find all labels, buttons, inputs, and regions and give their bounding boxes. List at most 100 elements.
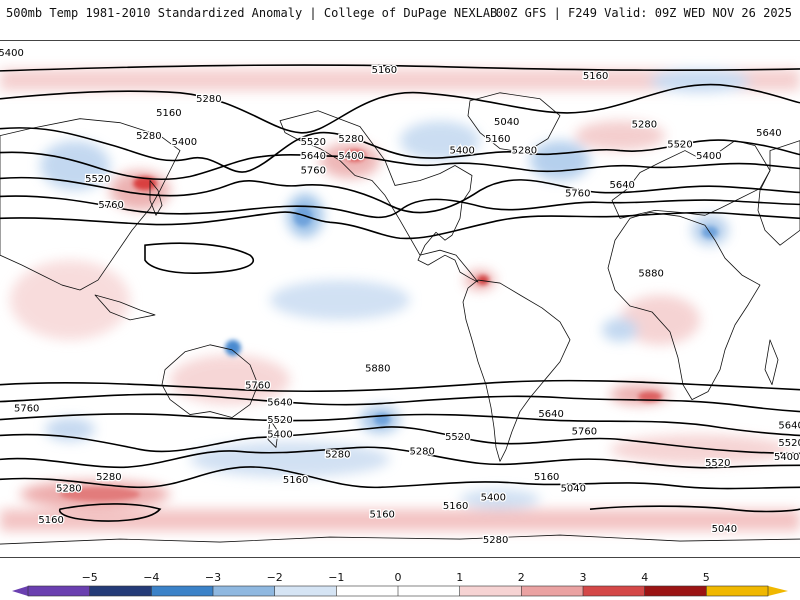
warm-anomaly-region (610, 434, 790, 465)
contour-label: 5640 (778, 421, 800, 432)
contour-line (0, 127, 800, 173)
contour-label: 5400 (449, 145, 474, 156)
colorbar-swatch (398, 586, 461, 596)
colorbar-tick-label: 0 (395, 571, 402, 584)
colorbar-tick-label: 1 (456, 571, 463, 584)
warm-anomaly-region (575, 120, 665, 151)
contour-label: 5280 (56, 484, 81, 495)
cold-anomaly-region (190, 441, 390, 478)
coastline-antarctica (0, 534, 800, 545)
strong-warm-core (477, 275, 489, 286)
contour-label: 5280 (325, 449, 350, 460)
contour-label: 5760 (572, 426, 597, 437)
contour-label: 5760 (565, 188, 590, 199)
contour-label: 5280 (338, 134, 363, 145)
strong-anomaly-cores (60, 149, 718, 502)
contour-label: 5400 (338, 151, 363, 162)
height-contours (0, 64, 800, 522)
colorbar-tick-label: 5 (703, 571, 710, 584)
contour-line (0, 211, 800, 240)
contour-label: 5160 (583, 71, 608, 82)
coastline-madagascar (764, 339, 779, 386)
coastline-asia-east (0, 118, 181, 291)
contour-label: 5160 (283, 475, 308, 486)
global-anomaly-map: 5400 5160 5160 5040 5160 5280 5400 5280 5520 5400… (0, 40, 800, 558)
contour-label: 5160 (369, 509, 394, 520)
contour-label: 5280 (136, 131, 161, 142)
colorbar-tick-label: −2 (267, 571, 283, 584)
contour-line (0, 379, 800, 393)
contour-label: 5160 (372, 65, 397, 76)
colorbar-swatch (151, 586, 214, 596)
warm-anomaly-region (620, 295, 700, 345)
cold-anomaly-region (460, 489, 540, 510)
contour-line (0, 393, 800, 413)
colorbar-tick-label: −1 (328, 571, 344, 584)
contour-label: 5280 (196, 94, 221, 105)
contour-label: 5160 (534, 472, 559, 483)
contour-label: 5280 (409, 446, 434, 457)
colorbar-swatch (706, 586, 769, 596)
warm-anomaly-region (10, 260, 130, 340)
colorbar-max-arrow (768, 586, 788, 596)
warm-anomaly-region (0, 509, 800, 532)
colorbar-swatch (459, 586, 522, 596)
contour-label: 5040 (712, 524, 737, 535)
anomaly-colorbar: −5 −4 −3 −2 −1 0 1 2 3 4 5 (12, 571, 788, 597)
contour-label: 5640 (267, 398, 292, 409)
contour-label: 5160 (38, 515, 63, 526)
strong-warm-core (133, 176, 157, 191)
colorbar-tick-label: −5 (82, 571, 98, 584)
contour-label: 5520 (267, 415, 292, 426)
contour-label: 5760 (98, 200, 123, 211)
colorbar-swatch (336, 586, 399, 596)
contour-label: 5640 (609, 180, 634, 191)
cold-anomaly-region (650, 68, 750, 93)
coastline-new-zealand (267, 419, 279, 448)
contour-label: 5400 (172, 137, 197, 148)
contour-label: 5400 (481, 492, 506, 503)
cold-anomaly-region (400, 120, 480, 161)
contour-line (0, 64, 800, 72)
colorbar-swatch (644, 586, 707, 596)
contour-label: 5520 (85, 174, 110, 185)
coastline-greenland (467, 92, 561, 153)
contour-label: 5160 (156, 108, 181, 119)
contour-label: 5160 (485, 134, 510, 145)
contour-line (0, 195, 800, 219)
colorbar-tick-label: 2 (518, 571, 525, 584)
contour-label: 5040 (494, 117, 519, 128)
contour-label: 5520 (445, 432, 470, 443)
warm-anomaly-region (170, 354, 290, 405)
strong-cold-core (225, 339, 241, 356)
contour-line (0, 446, 800, 469)
strong-warm-core (345, 149, 365, 162)
contour-label: 5640 (301, 151, 326, 162)
colorbar-tick-label: 3 (580, 571, 587, 584)
warm-anomaly-region (0, 68, 800, 91)
contour-label: 5400 (0, 48, 24, 59)
colorbar-swatch (213, 586, 276, 596)
contour-label: 5880 (638, 269, 663, 280)
contour-label: 5760 (14, 403, 39, 414)
map-title: 500mb Temp 1981-2010 Standardized Anomal… (6, 6, 498, 20)
contour-label: 5400 (774, 452, 799, 463)
colorbar-tick-label: −4 (143, 571, 159, 584)
colorbar-tick-label: 4 (641, 571, 648, 584)
coastline-africa (607, 211, 761, 401)
contour-line (0, 413, 800, 437)
contour-label: 5520 (778, 438, 800, 449)
strong-warm-core (638, 391, 662, 402)
cold-anomaly-region (45, 417, 95, 442)
coastline-australia (161, 344, 259, 418)
colorbar-swatch (89, 586, 152, 596)
coastline-south-america (462, 279, 571, 462)
contour-label: 5640 (756, 128, 781, 139)
colorbar-swatch (274, 586, 337, 596)
contour-line (0, 83, 800, 134)
contour-line (0, 176, 800, 214)
colorbar-tick-label: −3 (205, 571, 221, 584)
model-valid-time: 00Z GFS | F249 Valid: 09Z WED NOV 26 202… (495, 6, 792, 20)
contour-label: 5400 (267, 429, 292, 440)
colorbar-swatch (521, 586, 584, 596)
